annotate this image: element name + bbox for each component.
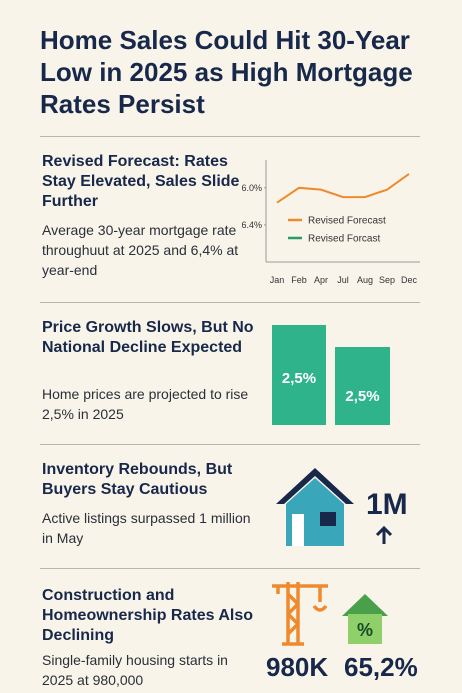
stat: 65,2% [344, 652, 418, 682]
legend-label: Revised Forecast [308, 216, 386, 227]
divider [40, 444, 420, 445]
percent-house-icon: % [342, 594, 388, 644]
x-tick-label: Jan [270, 275, 285, 285]
divider [40, 302, 420, 303]
up-arrow [375, 525, 393, 544]
bar-label: 2,5% [281, 370, 317, 387]
section-heading: Inventory Rebounds, But Buyers Stay Caut… [42, 461, 233, 498]
y-tick-label: 6.4% [241, 220, 262, 230]
bar-shape [272, 325, 326, 425]
x-tick-label: Jul [337, 275, 349, 285]
section-heading: Construction and Homeownership Rates Als… [42, 587, 254, 644]
section-text: Active listings surpassed 1 million in M… [42, 510, 251, 546]
line-chart: 6.0% 6.4% Jan Feb Apr Jul Aug Sep Dec Revised For… [241, 160, 420, 285]
crane-icon [272, 582, 328, 646]
section-text: Average 30-year mortgage rate throughuut… [42, 222, 239, 278]
bar-shape [335, 347, 390, 425]
legend-label: Revised Forcast [308, 234, 380, 245]
stat: 980K [266, 652, 329, 682]
section-text: Single-family housing starts in 2025 at … [42, 652, 228, 688]
section-heading: Revised Forecast: Rates Stay Elevated, S… [42, 153, 240, 210]
series-line [276, 173, 410, 204]
divider [40, 568, 420, 569]
section-heading: Price Growth Slows, But No National Decl… [42, 319, 254, 356]
svg-text:%: % [357, 620, 373, 640]
bar-label: 2,5% [345, 388, 380, 405]
x-tick-label: Dec [401, 275, 418, 285]
x-tick-label: Aug [357, 275, 373, 285]
section-text: Home prices are projected to rise 2,5% i… [42, 386, 249, 422]
y-tick-label: 6.0% [241, 183, 262, 193]
x-tick-label: Feb [291, 275, 307, 285]
x-tick-label: Sep [379, 275, 395, 285]
divider [40, 136, 420, 137]
stat: 1M [366, 488, 408, 521]
title: Home Sales Could Hit 30-Year Low in 2025… [40, 25, 413, 119]
x-tick-label: Apr [314, 275, 328, 285]
house-icon [276, 468, 354, 546]
